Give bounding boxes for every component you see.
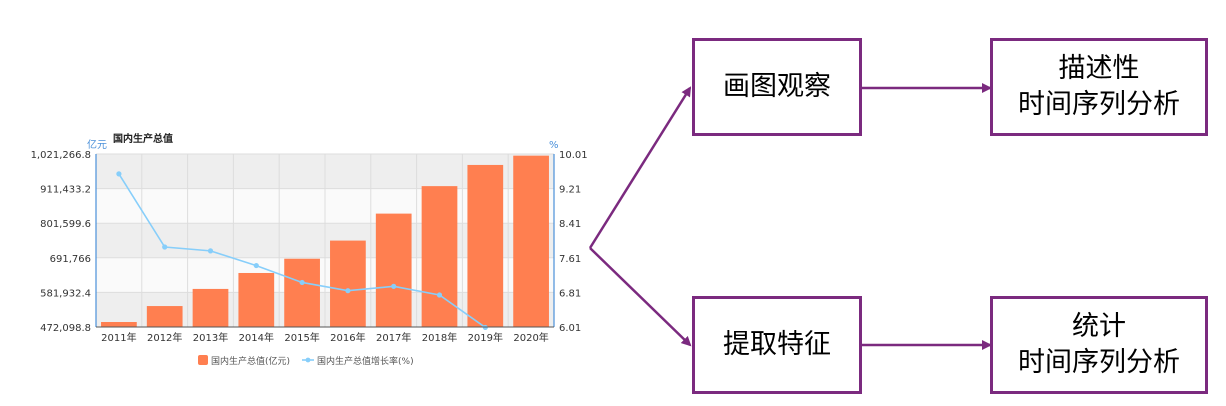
growth-rate-point	[391, 283, 397, 289]
x-tick-label: 2011年	[101, 331, 136, 344]
y-left-tick-label: 581,932.4	[40, 288, 91, 299]
box-describe: 描述性 时间序列分析	[990, 38, 1208, 136]
gdp-bar	[421, 186, 458, 327]
box-statistic: 统计 时间序列分析	[990, 296, 1208, 394]
gdp-bar	[238, 272, 275, 327]
y-right-tick-label: 8.41	[559, 219, 581, 230]
y-right-tick-label: 10.01	[559, 150, 588, 161]
gdp-bar	[513, 155, 549, 327]
x-tick-label: 2017年	[376, 331, 411, 344]
x-tick-label: 2020年	[513, 331, 548, 344]
gdp-bar	[146, 306, 183, 327]
growth-rate-point	[436, 292, 443, 298]
y-left-tick-label: 472,098.8	[40, 323, 91, 334]
gdp-bar	[101, 322, 137, 327]
box-describe-line1: 描述性	[1058, 53, 1140, 84]
growth-rate-point	[299, 279, 305, 286]
growth-rate-point	[345, 288, 351, 294]
y-left-unit: 亿元	[87, 138, 107, 151]
y-right-unit: %	[549, 140, 559, 151]
y-right-tick-label: 7.61	[559, 254, 581, 265]
box-describe-line2: 时间序列分析	[1018, 89, 1180, 120]
gdp-bar	[192, 288, 229, 327]
x-tick-label: 2016年	[330, 331, 365, 344]
box-extract: 提取特征	[692, 296, 862, 394]
chart-title: 国内生产总值	[113, 132, 173, 145]
y-left-tick-label: 911,433.2	[40, 185, 91, 196]
branch-arrow-down	[589, 247, 692, 347]
legend-line-label: 国内生产总值增长率(%)	[317, 355, 414, 367]
y-left-tick-label: 691,766	[50, 254, 91, 265]
y-left-tick-label: 801,599.6	[40, 219, 91, 230]
y-right-tick-label: 6.01	[559, 323, 581, 334]
gdp-chart: 1,021,266.8 911,433.2 801,599.6 691,766 581,…	[31, 132, 588, 367]
gdp-bar	[284, 258, 320, 327]
legend-line-swatch-point	[305, 357, 311, 363]
legend-bar-swatch	[198, 355, 208, 365]
y-right-tick-label: 6.81	[559, 288, 581, 299]
y-left-tick-label: 1,021,266.8	[31, 150, 91, 161]
box-observe-label: 画图观察	[723, 71, 831, 102]
box-observe: 画图观察	[692, 38, 862, 136]
gdp-bar	[467, 164, 504, 327]
legend-bar-label: 国内生产总值(亿元)	[211, 355, 290, 367]
growth-rate-point	[253, 262, 259, 269]
box-statistic-line2: 时间序列分析	[1018, 347, 1180, 378]
growth-rate-point	[207, 248, 214, 254]
x-tick-label: 2015年	[284, 331, 319, 344]
branch-arrow-up	[588, 86, 692, 249]
x-tick-label: 2018年	[422, 331, 457, 344]
x-tick-label: 2019年	[468, 331, 503, 344]
box-extract-label: 提取特征	[723, 329, 831, 360]
growth-rate-point	[116, 171, 122, 177]
gdp-bar	[330, 240, 366, 327]
y-right-tick-label: 9.21	[559, 185, 581, 196]
gdp-bar	[375, 213, 412, 327]
growth-rate-point	[162, 244, 168, 250]
x-tick-label: 2013年	[193, 331, 228, 344]
x-tick-label: 2014年	[239, 331, 274, 344]
box-statistic-line1: 统计	[1072, 311, 1126, 342]
x-tick-label: 2012年	[147, 331, 182, 344]
